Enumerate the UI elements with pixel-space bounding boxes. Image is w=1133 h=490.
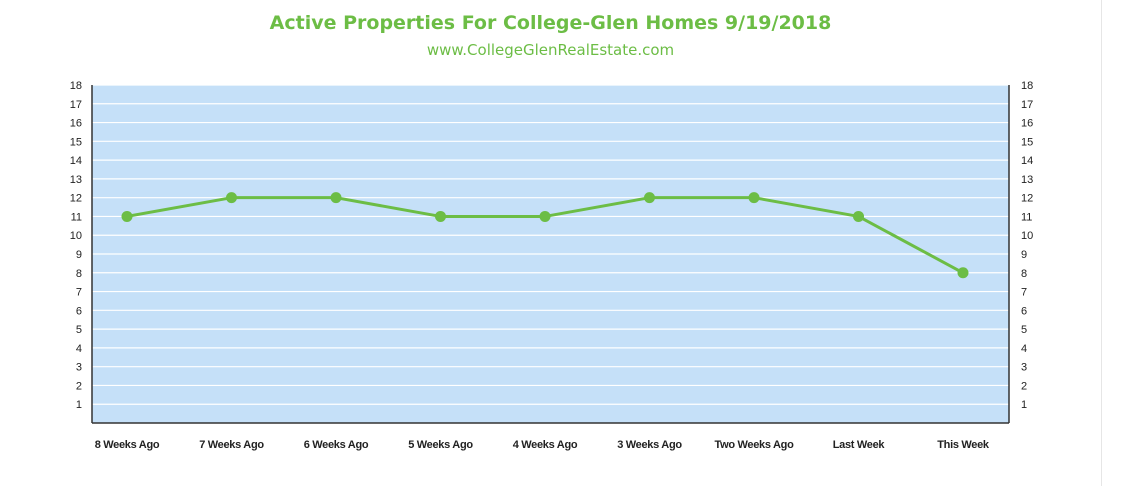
y-tick-label-left: 13 [70, 174, 82, 186]
x-tick-label: 7 Weeks Ago [199, 439, 264, 451]
y-tick-label-left: 11 [71, 211, 82, 223]
y-tick-label-right: 8 [1021, 268, 1027, 280]
y-tick-label-left: 15 [70, 136, 82, 148]
y-tick-label-right: 4 [1021, 343, 1027, 355]
y-tick-label-right: 9 [1021, 249, 1027, 261]
y-tick-label-right: 6 [1021, 305, 1027, 317]
data-point [121, 210, 133, 222]
y-tick-label-right: 17 [1021, 99, 1033, 111]
data-point [748, 192, 760, 204]
y-tick-label-left: 17 [70, 99, 82, 111]
y-tick-label-right: 10 [1021, 230, 1033, 242]
data-point [539, 210, 551, 222]
y-tick-label-right: 5 [1021, 324, 1027, 336]
y-tick-label-left: 3 [76, 362, 82, 374]
x-tick-label: Last Week [833, 439, 886, 451]
y-tick-label-left: 18 [70, 80, 82, 92]
y-tick-label-right: 1 [1021, 399, 1027, 411]
chart-title: Active Properties For College-Glen Homes… [269, 12, 832, 34]
x-tick-label: Two Weeks Ago [714, 439, 794, 451]
data-point [853, 210, 864, 222]
y-tick-label-left: 10 [70, 230, 82, 242]
y-tick-label-right: 12 [1021, 193, 1033, 205]
x-tick-label: 3 Weeks Ago [617, 439, 682, 451]
y-tick-label-left: 8 [76, 268, 82, 280]
x-tick-label: 4 Weeks Ago [513, 439, 578, 451]
y-tick-label-left: 1 [76, 399, 82, 411]
chart-frame: Active Properties For College-Glen Homes… [69, 0, 1102, 486]
y-tick-label-left: 2 [76, 380, 82, 392]
x-tick-label: 5 Weeks Ago [408, 439, 473, 451]
y-tick-label-right: 2 [1021, 380, 1027, 392]
data-point [226, 192, 237, 204]
y-tick-label-left: 16 [70, 118, 82, 130]
y-tick-label-left: 4 [76, 343, 82, 355]
data-point [330, 192, 342, 204]
y-tick-label-right: 18 [1021, 80, 1033, 92]
y-tick-label-left: 6 [76, 305, 82, 317]
y-tick-label-right: 13 [1021, 174, 1033, 186]
x-tick-label: This Week [937, 439, 990, 451]
y-tick-label-right: 14 [1021, 155, 1033, 167]
y-tick-label-right: 15 [1021, 136, 1033, 148]
x-tick-label: 6 Weeks Ago [304, 439, 369, 451]
x-tick-label: 8 Weeks Ago [95, 439, 160, 451]
y-tick-label-left: 9 [76, 249, 82, 261]
y-tick-label-left: 7 [76, 287, 82, 299]
data-point [644, 192, 655, 204]
y-tick-label-left: 12 [70, 193, 82, 205]
y-tick-label-left: 14 [70, 155, 82, 167]
y-tick-label-left: 5 [76, 324, 82, 336]
y-tick-label-right: 3 [1021, 362, 1027, 374]
y-tick-label-right: 11 [1021, 211, 1032, 223]
chart-subtitle: www.CollegeGlenRealEstate.com [426, 41, 675, 59]
y-tick-label-right: 7 [1021, 287, 1027, 299]
y-tick-label-right: 16 [1021, 118, 1033, 130]
data-point [435, 210, 446, 222]
data-point [957, 267, 969, 279]
